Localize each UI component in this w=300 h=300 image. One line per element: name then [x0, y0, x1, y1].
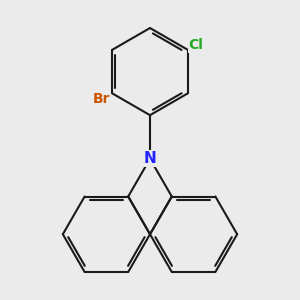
Text: N: N [144, 151, 156, 166]
Text: Cl: Cl [189, 38, 203, 52]
Text: Br: Br [93, 92, 110, 106]
